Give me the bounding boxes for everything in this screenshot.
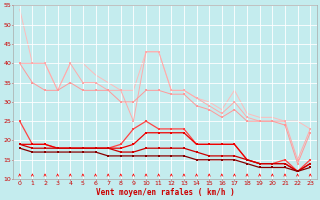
X-axis label: Vent moyen/en rafales ( km/h ): Vent moyen/en rafales ( km/h ) (96, 188, 234, 197)
